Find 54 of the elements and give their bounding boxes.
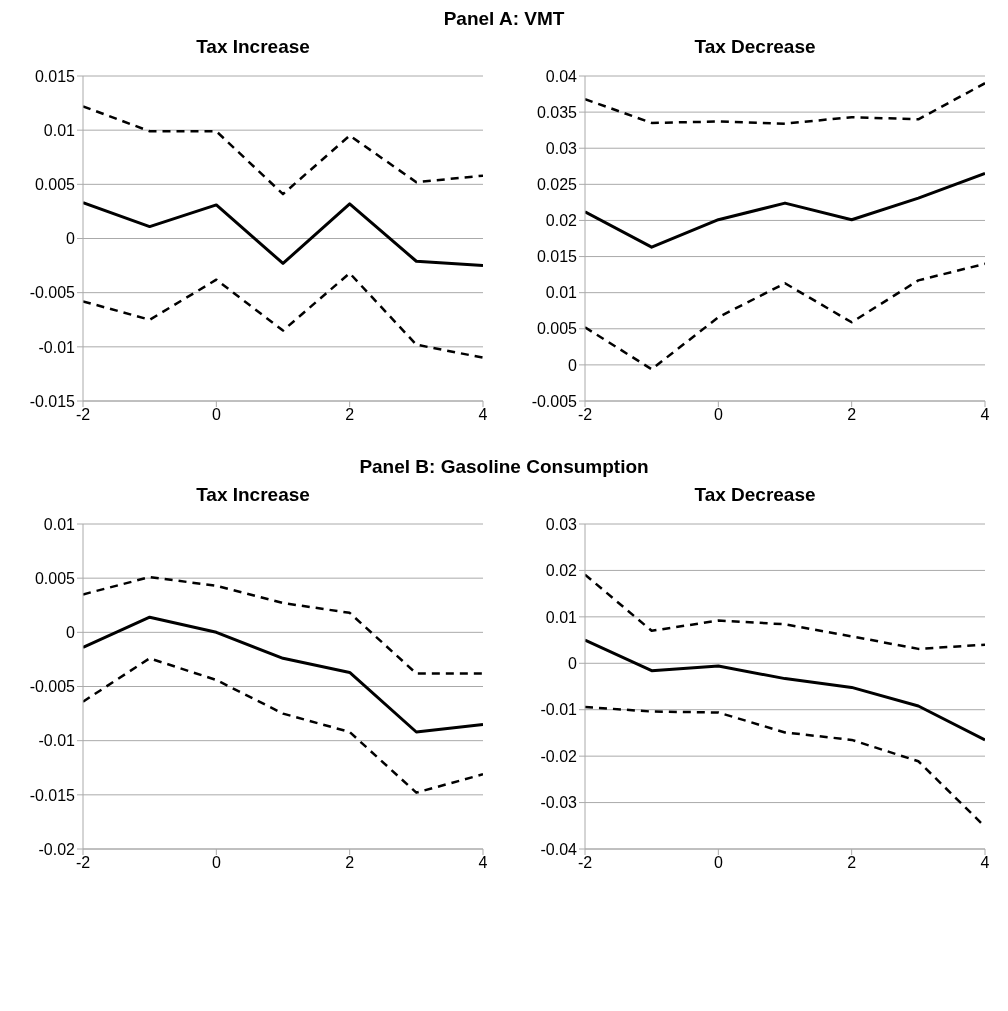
x-tick-label: -2 [75,854,91,872]
text: Panel B: Gasoline Consumption [358,456,650,479]
y-tick-label: -0.01 [540,701,578,719]
y-tick-label: -0.03 [540,794,578,812]
y-tick-label: 0.025 [536,176,578,194]
x-tick-label: 2 [847,406,857,424]
y-tick-label: -0.015 [29,786,76,804]
chart-title: Tax Decrease [693,36,817,59]
y-tick-label: -0.04 [540,840,578,858]
y-tick-label: -0.02 [38,840,76,858]
x-tick-label: 4 [478,406,488,424]
x-tick-label: 0 [211,854,221,872]
y-tick-label: 0.01 [545,284,578,302]
y-tick-label: -0.01 [38,338,76,356]
x-tick-label: 0 [713,406,723,424]
x-tick-label: -2 [75,406,91,424]
x-tick-label: -2 [577,406,593,424]
y-tick-label: 0.04 [545,67,578,85]
y-tick-label: -0.02 [540,747,578,765]
y-tick-label: 0.01 [43,515,76,533]
y-tick-label: 0 [568,356,578,374]
y-tick-label: 0.035 [536,103,578,121]
y-tick-label: 0 [66,230,76,248]
y-tick-label: 0.005 [34,569,76,587]
y-tick-label: 0.01 [43,121,76,139]
y-tick-label: -0.005 [29,678,76,696]
y-tick-label: -0.005 [29,284,76,302]
x-tick-label: 4 [980,854,990,872]
y-tick-label: 0.01 [545,608,578,626]
x-tick-label: 2 [345,406,355,424]
x-tick-label: 4 [478,854,488,872]
y-tick-label: -0.015 [29,392,76,410]
y-tick-label: 0.015 [536,248,578,266]
y-tick-label: -0.005 [531,392,578,410]
y-tick-label: 0.03 [545,515,578,533]
y-tick-label: 0 [568,654,578,672]
y-tick-label: 0.005 [536,320,578,338]
x-tick-label: 0 [713,854,723,872]
chart-title: Tax Decrease [693,484,817,507]
y-tick-label: 0.005 [34,176,76,194]
y-tick-label: 0.03 [545,139,578,157]
x-tick-label: 0 [211,406,221,424]
chart-title: Tax Increase [195,36,311,59]
y-tick-label: 0.02 [545,562,578,580]
x-tick-label: 4 [980,406,990,424]
x-tick-label: 2 [847,854,857,872]
text: Panel A: VMT [442,8,566,31]
y-tick-label: -0.01 [38,732,76,750]
y-tick-label: 0.015 [34,67,76,85]
y-tick-label: 0.02 [545,212,578,230]
x-tick-label: 2 [345,854,355,872]
x-tick-label: -2 [577,854,593,872]
chart-title: Tax Increase [195,484,311,507]
y-tick-label: 0 [66,624,76,642]
